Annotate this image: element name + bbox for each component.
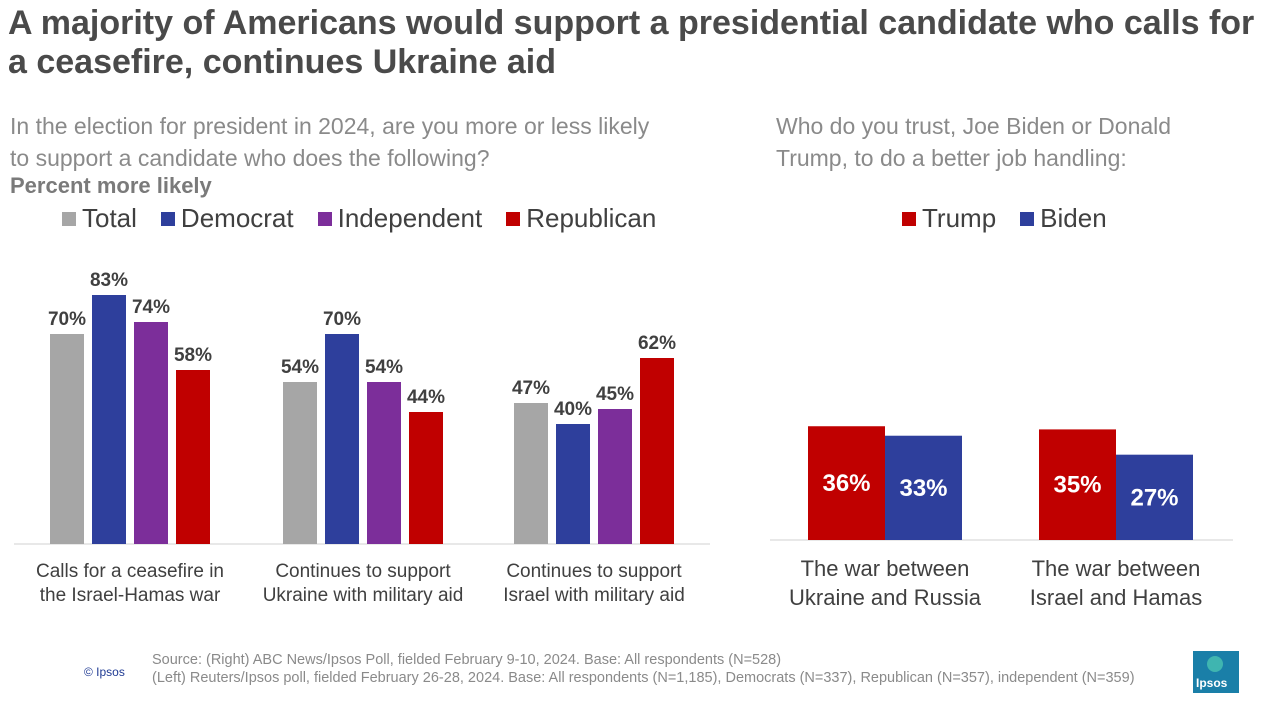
source-note: Source: (Right) ABC News/Ipsos Poll, fie… [152, 651, 1152, 687]
bar-independent-2 [367, 382, 401, 544]
legend-swatch-independent [317, 211, 332, 226]
category-label-right-2: Israel and Hamas [1030, 585, 1202, 610]
left-chart-subtitle: Percent more likely [10, 173, 212, 198]
legend-swatch-total [62, 211, 76, 226]
data-label-democrat-3: 40% [554, 399, 592, 420]
source-line-right: Source: (Right) ABC News/Ipsos Poll, fie… [152, 652, 782, 668]
category-label-left-2: Ukraine with military aid [263, 585, 464, 606]
ipsos-logo: Ipsos [1193, 651, 1239, 693]
logo-mark-icon [1207, 656, 1223, 672]
data-label-democrat-2: 70% [323, 309, 361, 330]
data-label-biden-1: 33% [899, 475, 947, 502]
data-label-independent-1: 74% [132, 297, 170, 318]
legend-label-republican: Republican [526, 203, 657, 233]
data-label-total-1: 70% [48, 309, 86, 330]
legend-label-democrat: Democrat [180, 203, 294, 233]
legend-label-biden: Biden [1040, 203, 1107, 233]
legend-item-republican: Republican [506, 203, 656, 234]
bar-independent-1 [134, 322, 168, 544]
data-label-republican-3: 62% [638, 333, 676, 354]
data-label-total-3: 47% [512, 378, 550, 399]
category-label-left-1: the Israel-Hamas war [40, 585, 221, 606]
left-chart-question: In the election for president in 2024, a… [10, 113, 650, 171]
data-label-independent-2: 54% [365, 357, 403, 378]
data-label-democrat-1: 83% [90, 270, 128, 291]
category-label-right-1: Ukraine and Russia [789, 585, 982, 610]
category-label-left-3: Continues to support [506, 561, 682, 582]
category-label-left-2: Continues to support [275, 561, 451, 582]
legend-swatch-biden [1020, 211, 1035, 226]
bar-trump-2 [1039, 429, 1116, 540]
legend-label-independent: Independent [337, 203, 483, 233]
legend-swatch-republican [506, 211, 521, 226]
data-label-trump-1: 36% [822, 470, 870, 497]
bar-democrat-1 [92, 295, 126, 544]
legend-swatch-trump [902, 211, 916, 226]
right-chart-legend: Trump Biden [902, 203, 1107, 234]
left-chart-legend: Total Democrat Independent Republican [62, 203, 656, 234]
bar-trump-1 [808, 426, 885, 540]
data-label-total-2: 54% [281, 357, 319, 378]
legend-item-trump: Trump [902, 203, 996, 234]
bar-republican-3 [640, 358, 674, 544]
bar-democrat-3 [556, 424, 590, 544]
data-label-independent-3: 45% [596, 384, 634, 405]
legend-label-total: Total [82, 203, 137, 233]
legend-item-biden: Biden [1020, 203, 1107, 234]
bar-biden-1 [885, 435, 962, 540]
bar-total-2 [283, 382, 317, 544]
source-line-left: (Left) Reuters/Ipsos poll, fielded Febru… [152, 670, 1135, 686]
legend-item-democrat: Democrat [160, 203, 294, 234]
data-label-republican-2: 44% [407, 387, 445, 408]
data-label-republican-1: 58% [174, 345, 212, 366]
bar-independent-3 [598, 409, 632, 544]
bar-democrat-2 [325, 334, 359, 544]
category-label-right-2: The war between [1032, 556, 1201, 581]
bar-biden-2 [1116, 454, 1193, 540]
page-title: A majority of Americans would support a … [8, 4, 1255, 81]
data-label-trump-2: 35% [1053, 472, 1101, 499]
copyright: © Ipsos [84, 665, 125, 679]
category-label-right-1: The war between [801, 556, 970, 581]
category-label-left-1: Calls for a ceasefire in [36, 561, 224, 582]
legend-label-trump: Trump [922, 203, 997, 233]
bar-total-3 [514, 403, 548, 544]
bar-total-1 [50, 334, 84, 544]
legend-swatch-democrat [160, 211, 175, 226]
legend-item-independent: Independent [317, 203, 483, 234]
logo-text: Ipsos [1196, 676, 1228, 690]
category-label-left-3: Israel with military aid [503, 585, 685, 606]
bar-republican-1 [176, 370, 210, 544]
legend-item-total: Total [62, 203, 137, 234]
right-chart-question: Who do you trust, Joe Biden or Donald Tr… [776, 113, 1172, 171]
bar-republican-2 [409, 412, 443, 544]
data-label-biden-2: 27% [1130, 484, 1178, 511]
